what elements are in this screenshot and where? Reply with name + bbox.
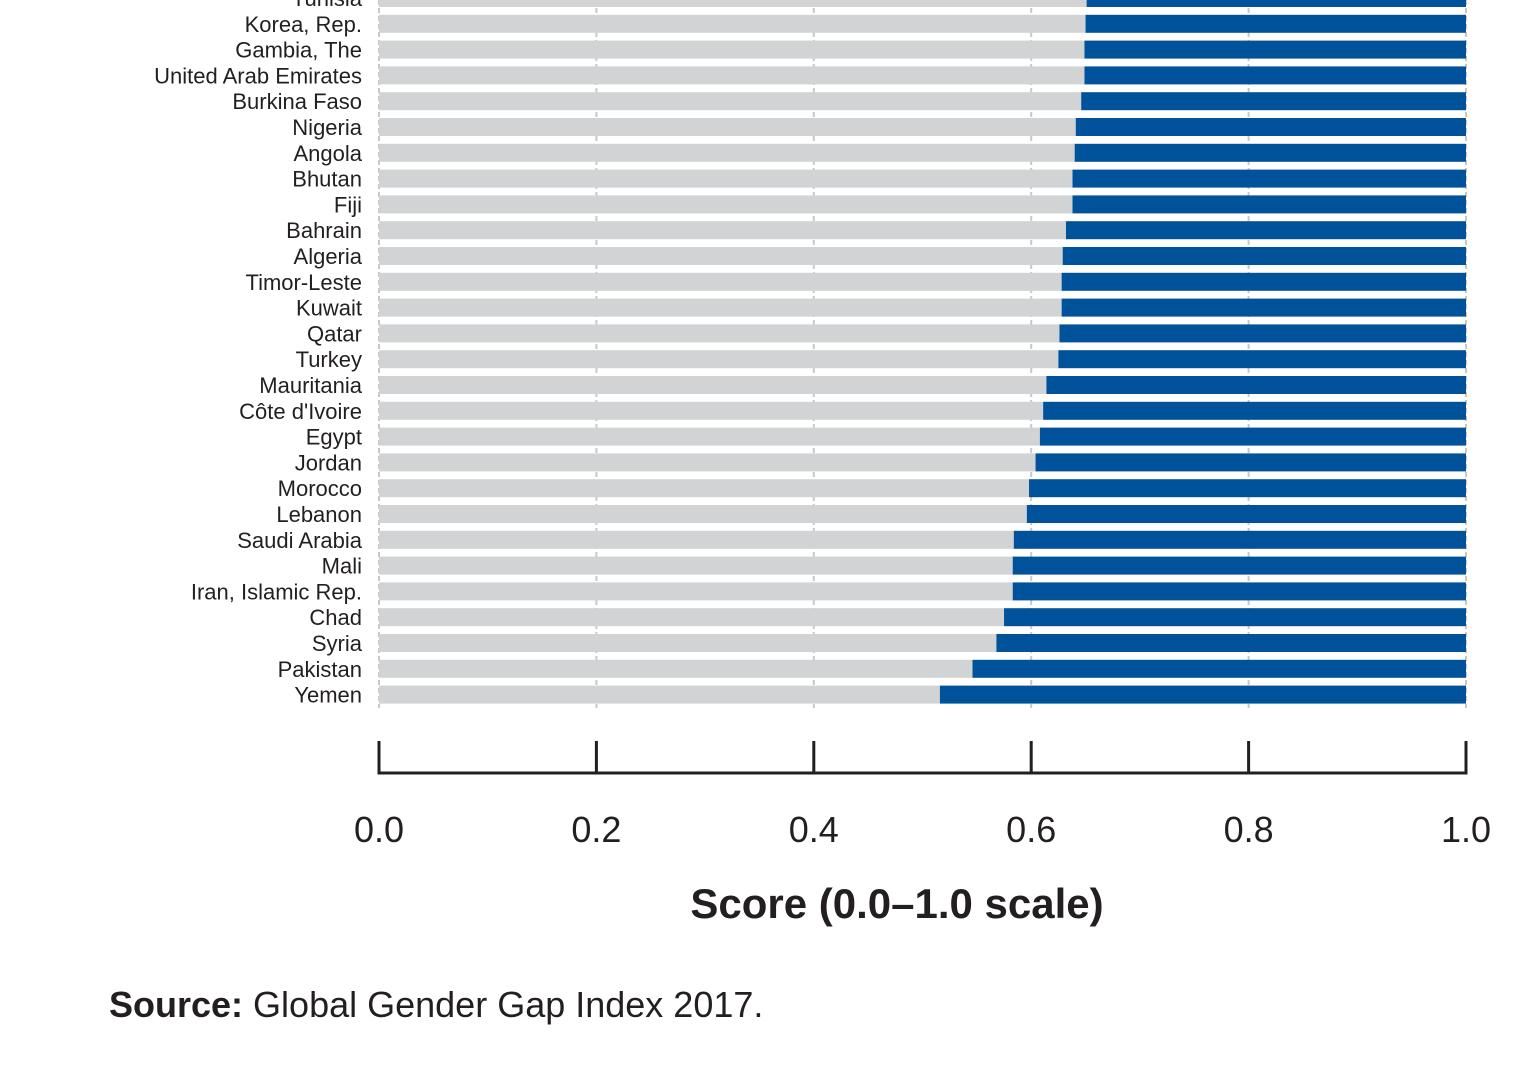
category-label: Saudi Arabia	[237, 528, 363, 553]
category-label: Mali	[322, 554, 362, 579]
bar-gap-14	[379, 350, 1059, 369]
bar-gap-0	[379, 0, 1087, 7]
bar-score-4	[1081, 92, 1466, 111]
bar-score-20	[1026, 505, 1466, 523]
bar-gap-25	[379, 634, 997, 652]
category-label: Bhutan	[292, 167, 362, 192]
bar-score-8	[1072, 195, 1466, 214]
bar-score-11	[1061, 272, 1466, 291]
category-label: Tunisia	[292, 0, 363, 11]
bar-gap-22	[379, 556, 1013, 575]
bar-gap-21	[379, 530, 1014, 549]
x-tick-label: 0.8	[1224, 809, 1274, 850]
bar-score-10	[1062, 247, 1466, 265]
bar-score-0	[1086, 0, 1466, 7]
bar-score-24	[1004, 608, 1466, 627]
bar-gap-18	[379, 453, 1036, 472]
category-label: Morocco	[278, 476, 362, 501]
bar-gap-23	[379, 582, 1013, 601]
category-label: Bahrain	[286, 218, 362, 243]
bar-score-22	[1012, 556, 1466, 575]
x-axis: 0.0 0.2 0.4 0.6 0.8 1.0	[354, 741, 1491, 850]
bar-score-1	[1085, 14, 1466, 33]
category-label: Burkina Faso	[232, 89, 362, 114]
bar-gap-1	[379, 14, 1086, 33]
category-label: Angola	[293, 141, 362, 166]
category-label: Korea, Rep.	[245, 12, 362, 37]
bar-score-26	[972, 659, 1466, 678]
category-label: Chad	[309, 605, 362, 630]
x-tick-label: 1.0	[1441, 809, 1491, 850]
bar-gap-6	[379, 143, 1075, 162]
bar-gap-12	[379, 298, 1062, 317]
category-label: Fiji	[334, 192, 362, 217]
category-label: Turkey	[296, 347, 362, 372]
x-tick-label: 0.2	[571, 809, 621, 850]
bar-score-3	[1084, 66, 1466, 85]
category-label: Nigeria	[292, 115, 362, 140]
bar-gap-17	[379, 427, 1040, 446]
bar-gap-19	[379, 479, 1030, 498]
bar-score-15	[1046, 376, 1466, 394]
bar-gap-15	[379, 376, 1047, 394]
bar-gap-24	[379, 608, 1005, 627]
bar-gap-2	[379, 40, 1085, 59]
bar-score-27	[939, 685, 1466, 704]
category-label: Gambia, The	[235, 38, 362, 63]
bar-score-9	[1065, 221, 1466, 240]
bar-score-16	[1043, 401, 1466, 420]
source-label: Source:	[109, 984, 244, 1025]
category-label: Lebanon	[276, 502, 362, 527]
bar-score-23	[1012, 582, 1466, 601]
bar-gap-7	[379, 169, 1073, 188]
category-label: Algeria	[294, 244, 363, 269]
source-text: Global Gender Gap Index 2017.	[243, 984, 764, 1025]
x-tick-label: 0.0	[354, 809, 404, 850]
category-label: Timor-Leste	[245, 270, 362, 295]
bar-score-5	[1075, 118, 1466, 136]
x-axis-title: Score (0.0–1.0 scale)	[690, 880, 1103, 927]
bar-score-19	[1029, 479, 1466, 498]
category-label: Iran, Islamic Rep.	[191, 579, 362, 604]
bar-score-18	[1035, 453, 1466, 472]
bar-gap-11	[379, 272, 1062, 291]
bar-gap-20	[379, 505, 1027, 523]
bar-gap-13	[379, 324, 1060, 343]
bar-score-12	[1061, 298, 1466, 317]
bar-gap-26	[379, 659, 973, 678]
bars	[379, 0, 1466, 704]
category-label: Pakistan	[278, 657, 362, 682]
bar-gap-8	[379, 195, 1073, 214]
bar-gap-3	[379, 66, 1085, 85]
source-note: Source: Global Gender Gap Index 2017.	[109, 984, 763, 1026]
category-label: United Arab Emirates	[154, 63, 362, 88]
bar-gap-5	[379, 118, 1076, 136]
category-label: Qatar	[307, 321, 362, 346]
bar-score-25	[996, 634, 1466, 652]
bar-gap-16	[379, 401, 1044, 420]
category-label: Yemen	[294, 683, 362, 708]
category-label: Jordan	[295, 450, 362, 475]
bar-score-7	[1072, 169, 1466, 188]
x-tick-label: 0.6	[1006, 809, 1056, 850]
bar-score-21	[1013, 530, 1466, 549]
category-label: Kuwait	[296, 296, 362, 321]
bar-gap-4	[379, 92, 1082, 111]
category-label: Côte d'Ivoire	[239, 399, 362, 424]
bar-gap-27	[379, 685, 940, 704]
x-tick-label: 0.4	[789, 809, 839, 850]
category-label: Mauritania	[259, 373, 362, 398]
bar-score-13	[1059, 324, 1466, 343]
bar-gap-10	[379, 247, 1063, 265]
bar-score-2	[1084, 40, 1466, 59]
bar-score-6	[1074, 143, 1466, 162]
bar-score-14	[1058, 350, 1466, 369]
bar-gap-9	[379, 221, 1066, 240]
category-label: Egypt	[306, 425, 362, 450]
bar-score-17	[1039, 427, 1466, 446]
category-label: Syria	[312, 631, 363, 656]
